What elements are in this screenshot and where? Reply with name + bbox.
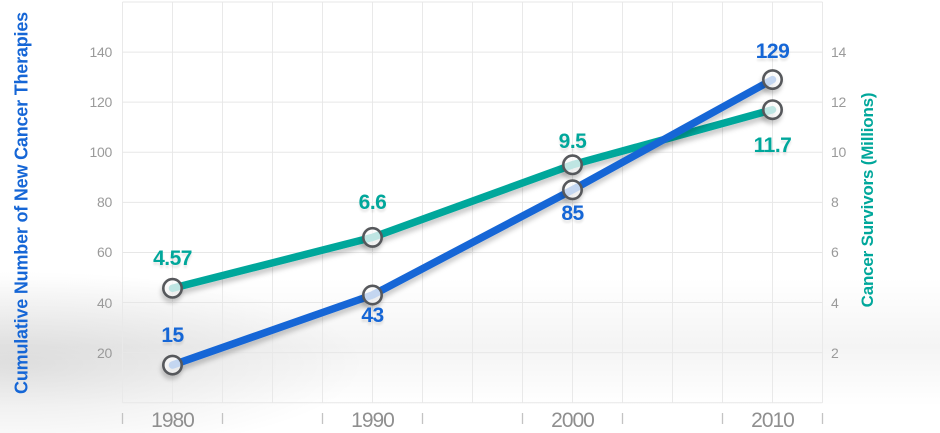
data-point-marker — [561, 179, 583, 201]
y2-axis-tick-label: 14 — [831, 44, 846, 61]
data-point-label: 11.7 — [753, 133, 792, 157]
data-point-marker — [162, 277, 184, 299]
data-point-marker — [361, 284, 383, 306]
left-axis-title: Cumulative Number of New Cancer Therapie… — [11, 12, 32, 394]
data-point-marker — [761, 99, 783, 121]
data-point-label: 6.6 — [358, 191, 387, 215]
y-axis-tick-label: 140 — [89, 44, 113, 61]
data-point-label: 129 — [755, 39, 790, 63]
y-axis-tick-label: 20 — [97, 344, 112, 361]
data-point-marker — [162, 354, 184, 376]
y2-axis-tick-label: 2 — [831, 344, 839, 361]
y-axis-tick-label: 60 — [97, 244, 112, 261]
data-point-marker — [561, 154, 583, 176]
x-axis-tick-label: 1980 — [151, 409, 195, 432]
data-point-label: 15 — [161, 324, 184, 348]
data-point-marker — [361, 226, 383, 248]
y2-axis-tick-label: 4 — [831, 294, 839, 311]
data-point-label: 43 — [361, 304, 384, 327]
y2-axis-tick-label: 6 — [831, 244, 839, 261]
y-axis-tick-label: 40 — [97, 294, 112, 311]
x-axis-tick-label: 2000 — [551, 409, 595, 432]
y2-axis-tick-label: 8 — [831, 194, 839, 211]
x-axis-tick-label: 1990 — [351, 409, 395, 432]
data-point-marker — [761, 69, 783, 91]
y2-axis-tick-label: 10 — [831, 144, 846, 161]
series-line-left — [168, 75, 777, 369]
y-axis-tick-label: 80 — [97, 194, 112, 211]
x-axis-tick-label: 2010 — [751, 409, 795, 432]
y2-axis-tick-label: 12 — [831, 94, 846, 111]
y-axis-tick-label: 120 — [89, 94, 113, 111]
data-point-label: 4.57 — [153, 247, 192, 271]
y-axis-tick-label: 100 — [89, 144, 113, 161]
data-point-label: 9.5 — [558, 129, 587, 153]
data-point-label: 85 — [561, 201, 584, 225]
